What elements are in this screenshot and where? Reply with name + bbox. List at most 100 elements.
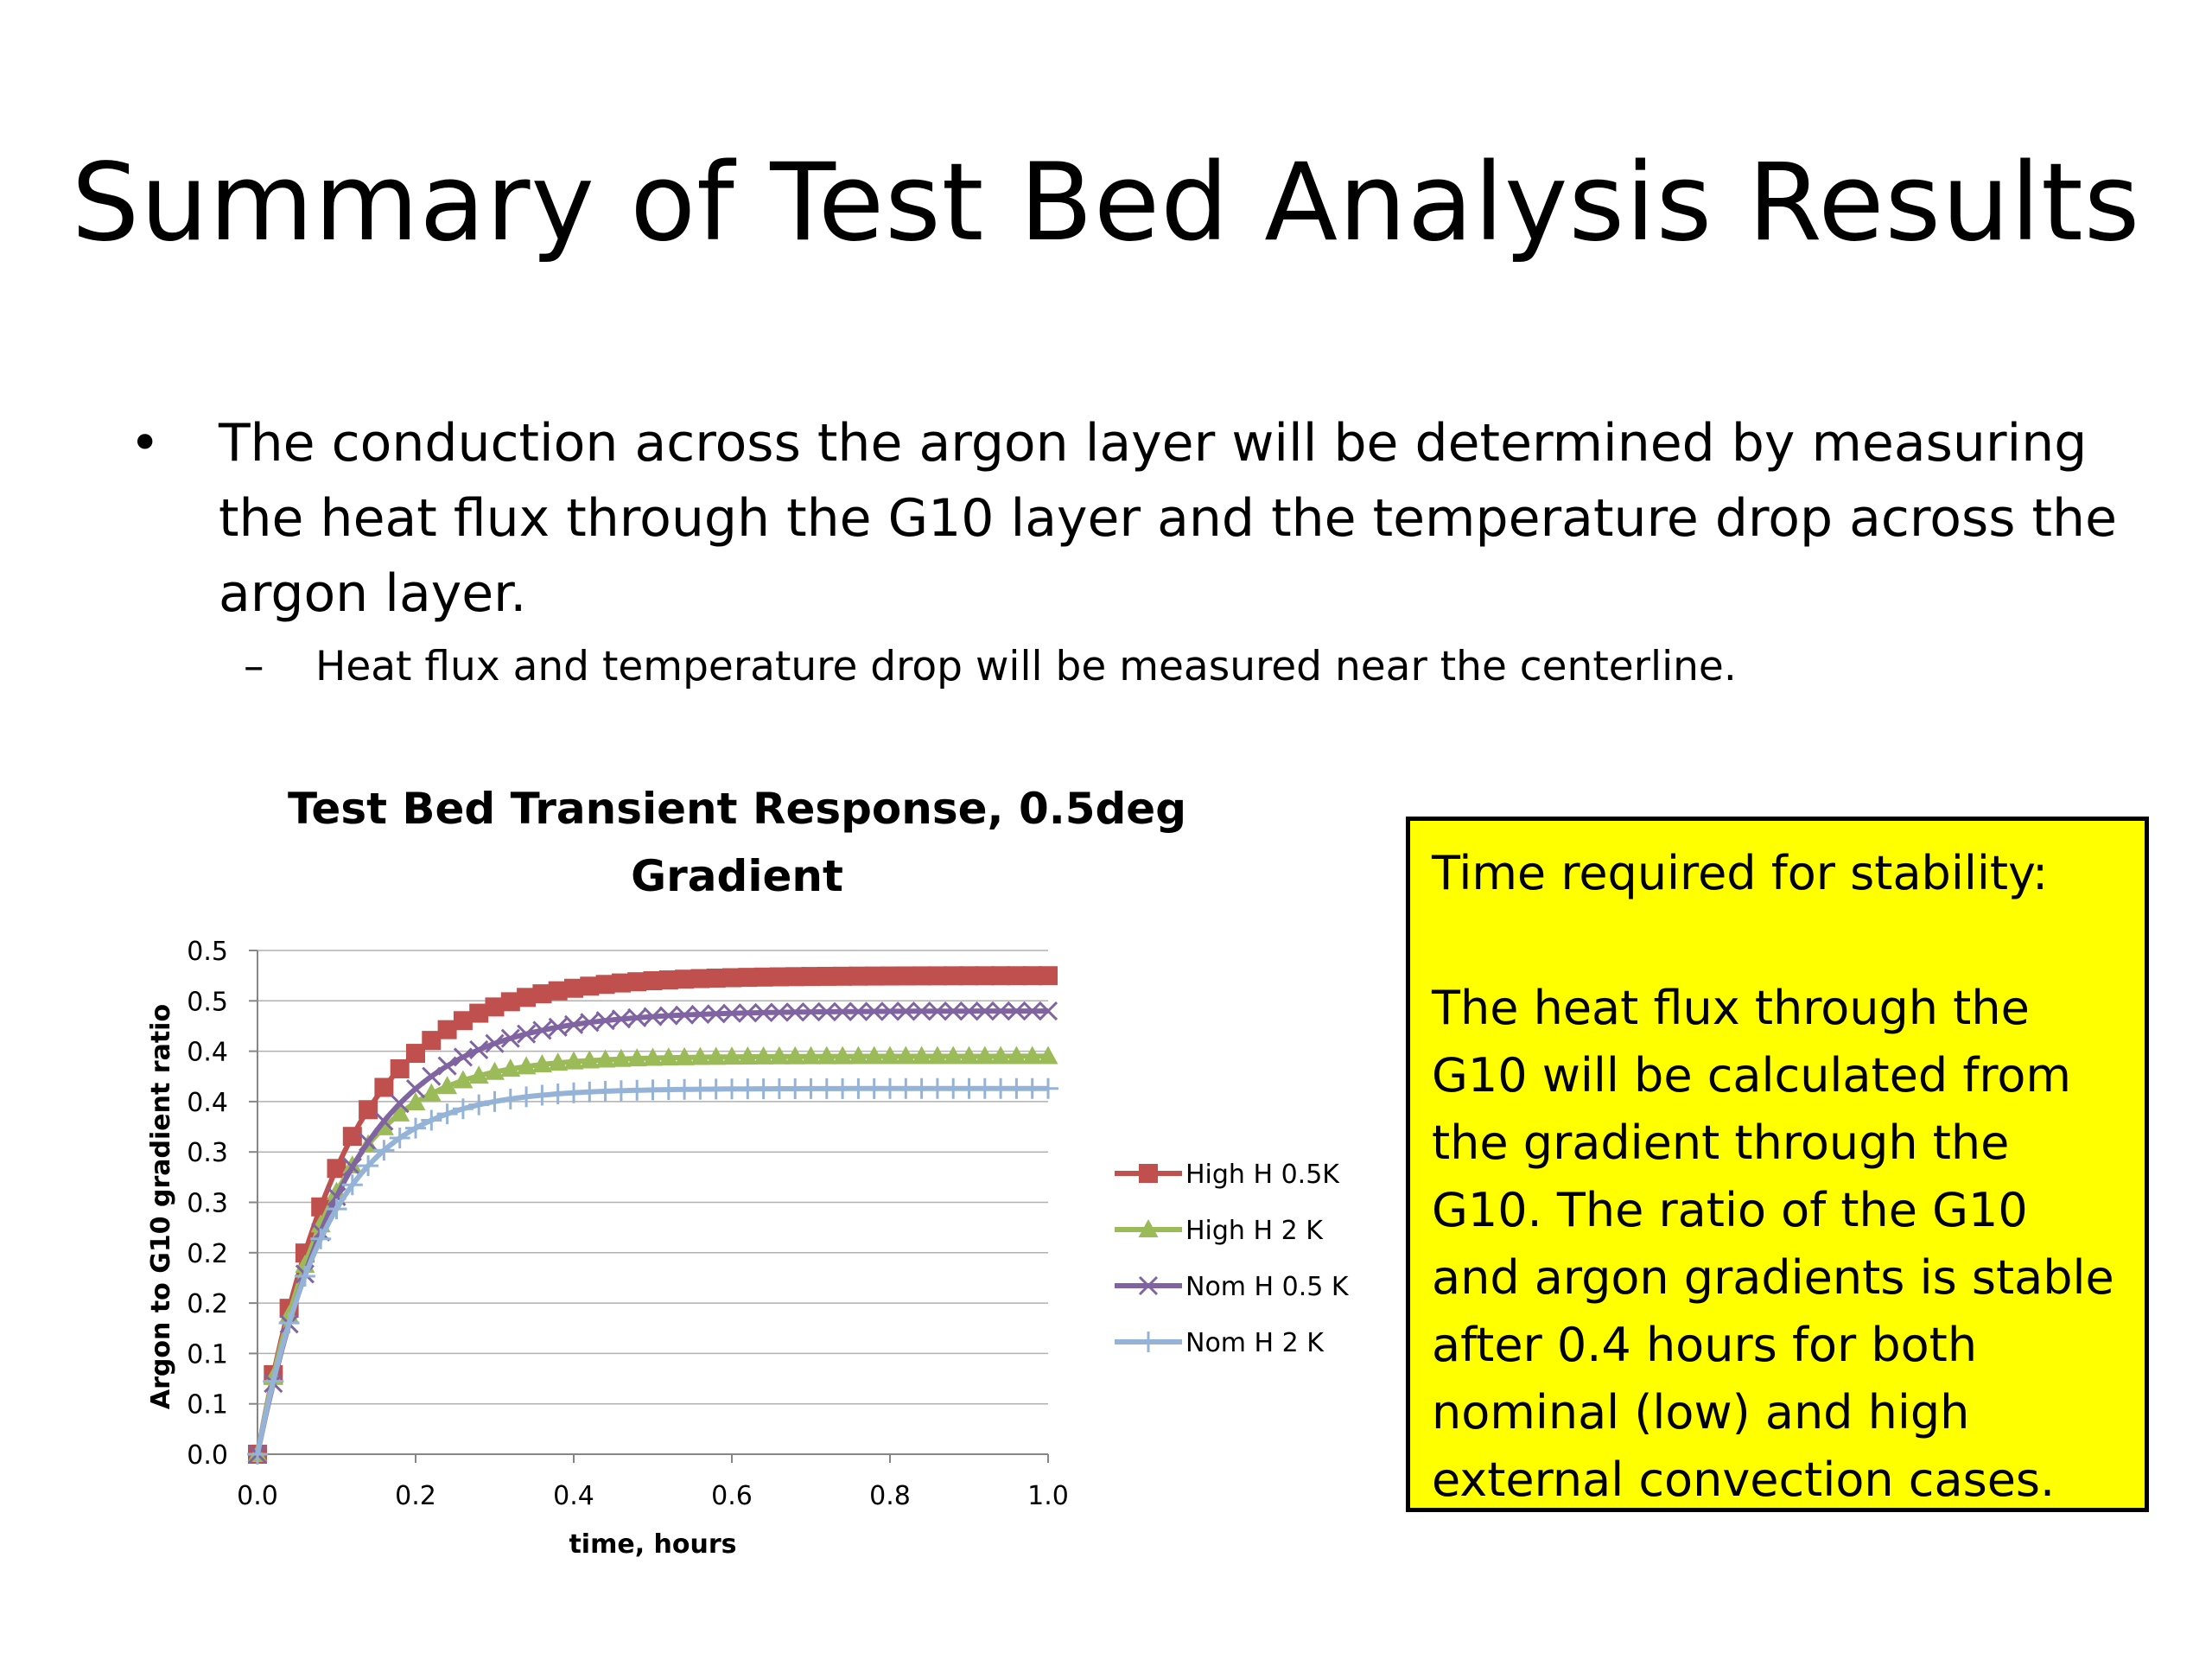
data-point: [247, 1444, 268, 1465]
data-point: [500, 1028, 520, 1048]
y-tick-label: 0.1: [187, 1390, 228, 1421]
legend-label: Nom H 2 K: [1185, 1328, 1325, 1358]
data-point: [468, 1094, 490, 1116]
data-point: [516, 1086, 537, 1108]
data-point: [675, 969, 695, 989]
data-point: [769, 1002, 789, 1022]
data-point: [753, 967, 773, 987]
data-point: [959, 1001, 979, 1021]
data-point: [817, 1046, 837, 1065]
data-point: [801, 1002, 821, 1022]
data-point: [975, 1001, 995, 1021]
data-point: [944, 1001, 963, 1021]
data-point: [912, 1046, 932, 1065]
data-point: [390, 1094, 410, 1114]
data-point: [421, 1109, 442, 1131]
x-tick-label: 0.4: [553, 1481, 594, 1511]
slide-title: Summary of Test Bed Analysis Results: [71, 141, 2141, 265]
data-point: [753, 1002, 773, 1022]
transient-response-chart: Test Bed Transient Response, 0.5deg Gradi…: [146, 784, 1350, 1560]
data-point: [833, 1001, 853, 1021]
stability-note: Time required for stability: The heat fl…: [1406, 817, 2149, 1512]
data-point: [643, 971, 663, 991]
data-point: [310, 1228, 332, 1249]
data-point: [374, 1111, 394, 1131]
data-point: [627, 972, 647, 992]
x-axis-title: time, hours: [569, 1529, 736, 1560]
data-point: [990, 1046, 1011, 1065]
note-body: The heat flux through the G10 will be ca…: [1432, 981, 2114, 1507]
data-point: [769, 1046, 790, 1065]
data-point: [517, 988, 537, 1007]
y-tick-label: 0.4: [187, 1088, 228, 1118]
data-point: [453, 1047, 473, 1067]
data-point: [469, 1039, 489, 1059]
data-point: [785, 967, 805, 987]
data-point: [389, 1128, 410, 1149]
data-point: [643, 1047, 663, 1066]
data-point: [864, 966, 884, 986]
data-point: [801, 1046, 821, 1065]
data-point: [531, 1054, 552, 1073]
data-point: [485, 1033, 505, 1053]
data-point: [579, 1050, 600, 1069]
data-point: [991, 1001, 1011, 1021]
data-point: [1007, 966, 1027, 986]
data-point: [326, 1198, 347, 1220]
chart-title-line: Test Bed Transient Response, 0.5deg: [288, 784, 1186, 834]
data-point: [342, 1157, 362, 1177]
data-point: [753, 1046, 774, 1065]
y-axis-title: Argon to G10 gradient ratio: [146, 1004, 176, 1409]
data-point: [517, 1024, 537, 1044]
data-point: [422, 1066, 442, 1086]
data-point: [1007, 1001, 1027, 1021]
data-point: [991, 966, 1011, 986]
data-point: [278, 1313, 300, 1334]
data-point: [611, 973, 631, 993]
data-point: [342, 1127, 362, 1147]
data-point: [1022, 1001, 1042, 1021]
data-point: [437, 1056, 457, 1076]
data-point: [864, 1046, 885, 1065]
data-point: [327, 1181, 346, 1200]
legend-marker: [1139, 1164, 1158, 1183]
data-point: [738, 968, 758, 988]
data-point: [943, 1046, 963, 1065]
y-tick-label: 0.4: [187, 1038, 228, 1068]
legend-marker: [1138, 1219, 1159, 1237]
y-tick-label: 0.2: [187, 1289, 228, 1319]
y-tick-label: 0.5: [187, 987, 228, 1017]
data-point: [437, 1076, 458, 1095]
data-point: [722, 968, 741, 988]
data-point: [832, 1046, 853, 1065]
data-point: [485, 997, 505, 1017]
data-point: [531, 1084, 553, 1106]
data-point: [1022, 1046, 1043, 1065]
sub-bullet-marker: –: [244, 643, 264, 690]
data-point: [406, 1044, 425, 1064]
data-point: [706, 968, 726, 988]
data-point: [294, 1266, 315, 1287]
data-point: [643, 1007, 663, 1027]
y-tick-label: 0.5: [187, 937, 228, 967]
data-point: [485, 1061, 505, 1080]
data-point: [468, 1065, 489, 1084]
data-point: [453, 1011, 473, 1031]
sub-bullet-text: Heat flux and temperature drop will be m…: [315, 643, 1737, 690]
series-line: [255, 1085, 1048, 1455]
data-point: [895, 1046, 916, 1065]
legend-marker: [1138, 1275, 1159, 1296]
data-point: [848, 1046, 868, 1065]
data-point: [341, 1174, 363, 1196]
data-point: [880, 966, 899, 986]
data-point: [359, 1100, 378, 1120]
data-point: [437, 1020, 457, 1039]
y-tick-label: 0.1: [187, 1339, 228, 1370]
x-tick-label: 1.0: [1027, 1481, 1069, 1511]
data-point: [975, 966, 995, 986]
data-point: [626, 1048, 647, 1067]
data-point: [421, 1083, 442, 1102]
data-point: [658, 1006, 678, 1026]
data-point: [769, 967, 789, 987]
data-point: [564, 978, 583, 998]
